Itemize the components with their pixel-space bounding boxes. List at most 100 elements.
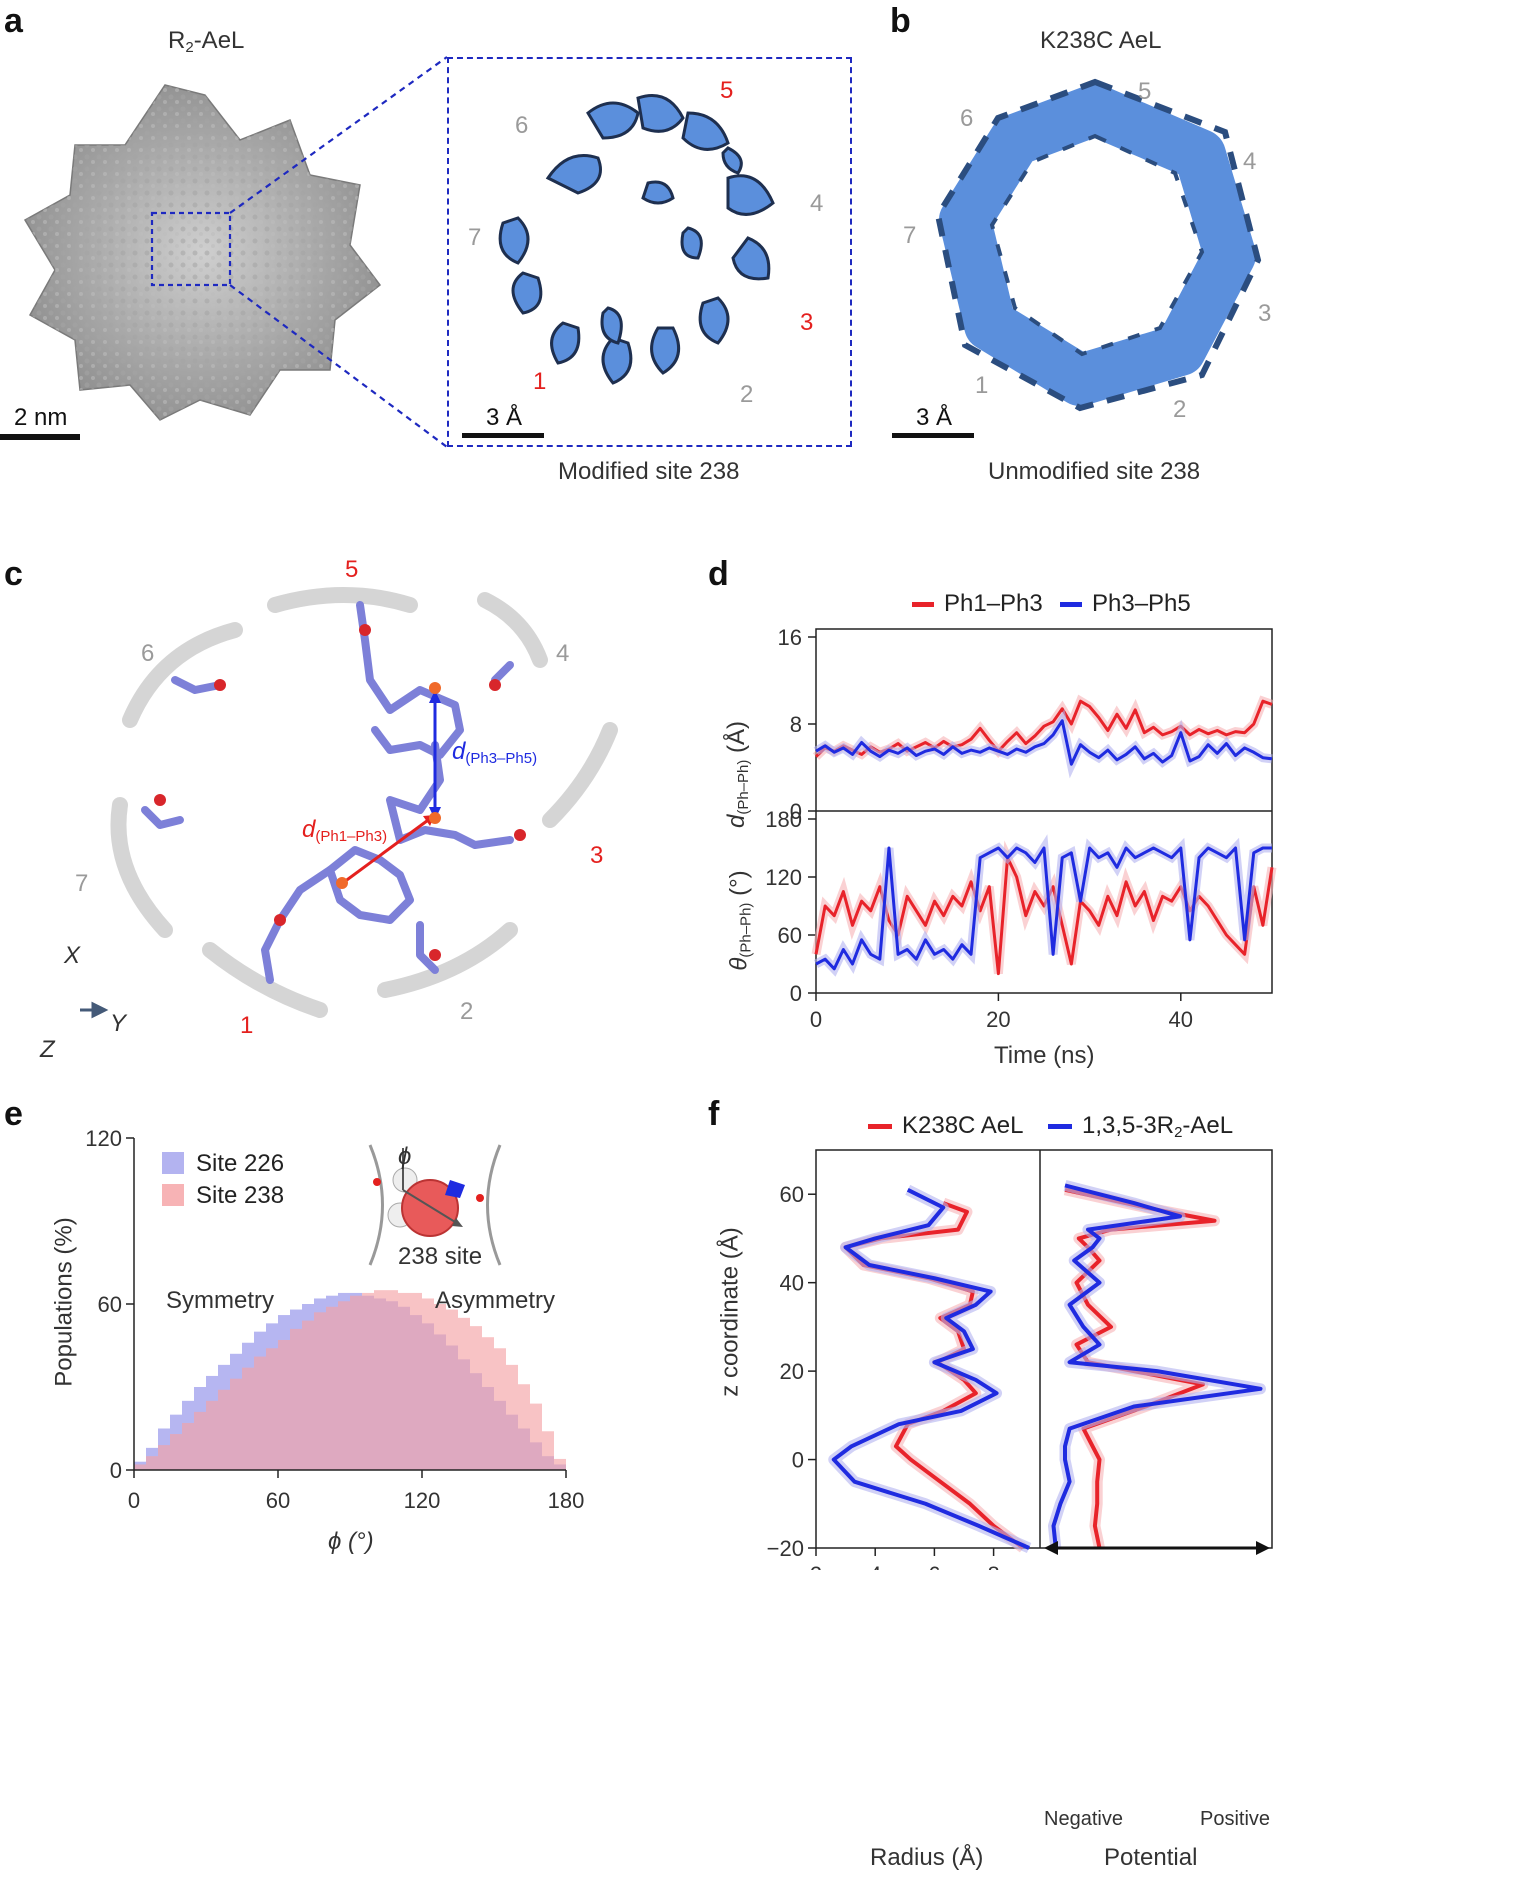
modified-site-inset-box [447, 57, 852, 447]
inset-site-label-4: 4 [810, 190, 824, 217]
distance-ph3-ph5-main: d [452, 738, 466, 765]
panel-b-title: K238C AeL [1040, 27, 1162, 54]
caption-unmodified-site: Unmodified site 238 [988, 458, 1201, 485]
e-bar-site238 [542, 1431, 554, 1470]
e-bar-site238 [434, 1304, 446, 1470]
scale-bar-b [892, 433, 974, 438]
f-potential-series-r2ael [1051, 1183, 1263, 1549]
f-xtick-label: 8 [987, 1562, 999, 1570]
d-xtick-label: 0 [810, 1007, 822, 1032]
inset-site-label-2: 2 [740, 381, 754, 408]
e-bar-site238 [410, 1292, 422, 1470]
d-top-ytick-label: 8 [790, 712, 802, 737]
c-site-label-7: 7 [75, 870, 89, 897]
scale-bar-2nm [0, 434, 80, 440]
chart-f-profiles: −20 0 20 40 60 2 4 6 8 [767, 1149, 1273, 1570]
e-xlabel-text: ϕ (°) [328, 1528, 374, 1555]
e-bar-site238 [326, 1306, 338, 1470]
panel-letter-a: a [4, 2, 23, 40]
e-inset-label: 238 site [398, 1243, 483, 1270]
c-site-label-5: 5 [345, 556, 359, 583]
panel-letter-c: c [4, 555, 23, 593]
panel-letter-d: d [708, 555, 729, 593]
d-bottom-ylabel-sub: (Ph–Ph) [737, 902, 755, 958]
d-top-ylabel-unit: (Å) [723, 720, 751, 760]
e-bar-site238 [530, 1403, 542, 1470]
d-bottom-ylabel: θ(Ph–Ph) (°) [726, 870, 755, 970]
distance-label-ph3-ph5: d(Ph3–Ph5) [452, 738, 537, 767]
f-arrow-head-left [1044, 1541, 1058, 1555]
d-bottom-ytick-label: 180 [765, 807, 802, 832]
d-legend-label-ph1-ph3: Ph1–Ph3 [944, 590, 1043, 617]
zoom-connector-lines [229, 56, 448, 448]
f-ytick-label: 0 [792, 1448, 804, 1473]
f-ytick-label: −20 [767, 1536, 804, 1561]
scale-label-2nm: 2 nm [14, 404, 68, 431]
d-top-ylabel: d(Ph–Ph) (Å) [723, 721, 752, 828]
f-ylabel: z coordinate (Å) [716, 1227, 744, 1397]
e-legend-swatch-226 [162, 1152, 184, 1174]
f-ytick-label: 20 [780, 1359, 804, 1384]
e-bar-site238 [254, 1356, 266, 1470]
e-bar-site238 [266, 1348, 278, 1470]
e-bar-site238 [182, 1422, 194, 1470]
e-xtick-label: 0 [128, 1488, 140, 1513]
f-legend-r2ael-main: 1,3,5-3R [1082, 1112, 1175, 1139]
e-asymmetry-label: Asymmetry [435, 1287, 555, 1314]
d-xtick-label: 20 [986, 1007, 1010, 1032]
b-site-label-4: 4 [1243, 148, 1257, 175]
f-legend-r2ael-sub: 2 [1174, 1124, 1183, 1141]
e-bar-site238 [290, 1328, 302, 1470]
b-site-label-2: 2 [1173, 396, 1187, 423]
f-negative-label: Negative [1044, 1808, 1123, 1830]
d-bottom-ytick-label: 0 [790, 981, 802, 1006]
e-bar-site238 [314, 1312, 326, 1470]
f-legend-r2ael-rest: -AeL [1182, 1112, 1234, 1139]
d-legend-swatch-blue [1060, 602, 1082, 607]
c-site-label-2: 2 [460, 998, 474, 1025]
e-symmetry-label: Symmetry [166, 1287, 274, 1314]
f-xtick-label: 4 [869, 1562, 881, 1570]
caption-modified-site: Modified site 238 [558, 458, 740, 485]
e-bar-site238 [506, 1364, 518, 1470]
e-bar-site238 [398, 1292, 410, 1470]
distance-ph1-ph3-main: d [302, 816, 316, 843]
modified-site-density-ring [498, 94, 775, 385]
e-bar-site238 [494, 1348, 506, 1470]
b-site-label-5: 5 [1138, 78, 1152, 105]
e-inset-phi: ϕ [398, 1143, 412, 1170]
inset-site-label-3: 3 [800, 309, 814, 336]
e-bar-site238 [338, 1301, 350, 1470]
d-xtick-label: 40 [1169, 1007, 1193, 1032]
e-ytick-label: 60 [98, 1292, 122, 1317]
f-radius-series-r2ael [831, 1188, 1030, 1550]
c-site-label-4: 4 [556, 640, 570, 667]
b-site-label-6: 6 [960, 105, 974, 132]
d-bottom-ytick-label: 60 [778, 923, 802, 948]
panel-a-title-rest: -AeL [193, 27, 245, 54]
e-bar-site238 [470, 1326, 482, 1470]
axis-label-x: X [64, 942, 81, 969]
e-ytick-label: 120 [85, 1126, 122, 1151]
c-site-label-1: 1 [240, 1012, 254, 1039]
f-ytick-label: 40 [780, 1271, 804, 1296]
e-bar-site238 [422, 1298, 434, 1470]
scale-label-b: 3 Å [916, 404, 953, 431]
c-site-label-3: 3 [590, 842, 604, 869]
d-top-ylabel-main: d [723, 814, 751, 829]
f-legend-swatch-blue [1048, 1124, 1072, 1129]
e-bar-site238 [134, 1464, 146, 1470]
f-radius-series-k238c [843, 1201, 1025, 1550]
distance-ph3-ph5-sub: (Ph3–Ph5) [465, 750, 538, 767]
panel-a-title-sub: 2 [185, 39, 194, 56]
e-bar-site238 [362, 1292, 374, 1470]
e-legend-swatch-238 [162, 1184, 184, 1206]
d-bottom-ylabel-unit: (°) [725, 870, 753, 903]
e-bar-site238 [278, 1339, 290, 1470]
e-bar-site238 [206, 1400, 218, 1470]
e-inset-diagram [368, 1144, 502, 1266]
f-xtick-label: 6 [928, 1562, 940, 1570]
scale-bar-inset-a [462, 433, 544, 438]
e-legend-label-238: Site 238 [196, 1182, 285, 1209]
panel-letter-b: b [890, 2, 911, 40]
